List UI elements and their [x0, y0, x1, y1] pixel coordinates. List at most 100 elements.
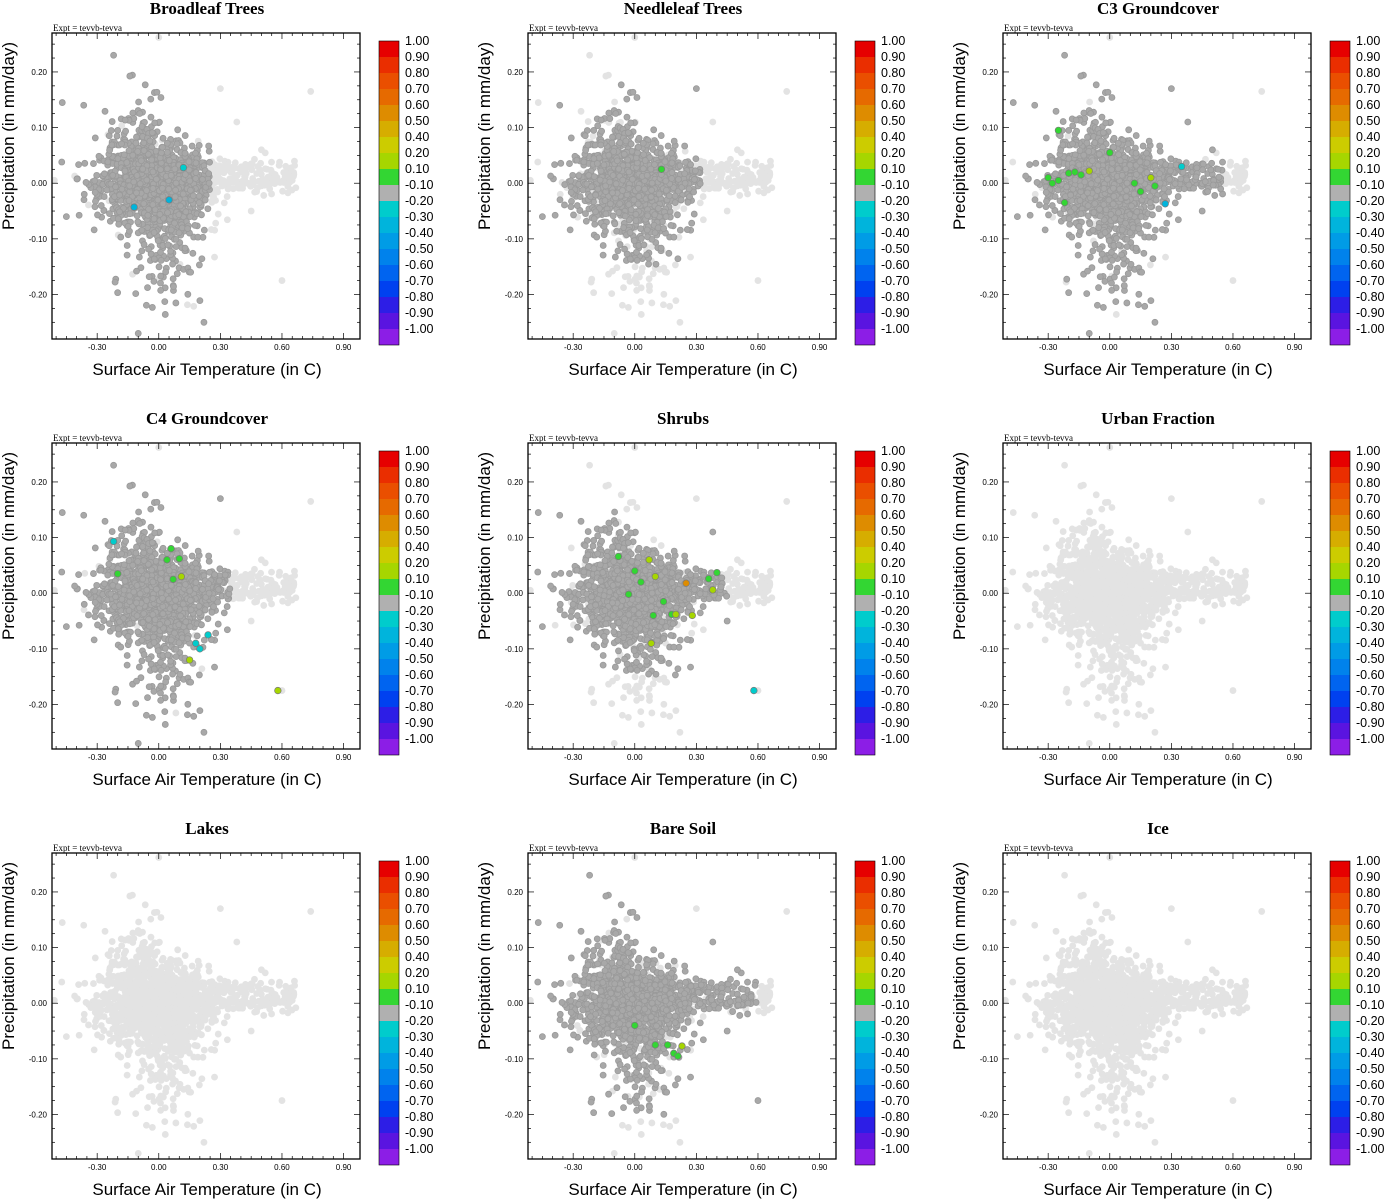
- y-axis-label: Precipitation (in mm/day): [0, 42, 18, 230]
- background-point: [231, 159, 239, 167]
- background-point: [707, 159, 715, 167]
- background-point: [1242, 157, 1249, 165]
- colorbar-swatch: [379, 105, 399, 121]
- background-point: [1241, 172, 1248, 180]
- insignificant-point: [58, 158, 66, 166]
- background-point: [264, 173, 272, 181]
- insignificant-point: [73, 175, 81, 183]
- insignificant-point: [195, 261, 203, 269]
- insignificant-point: [1174, 216, 1182, 224]
- background-point: [220, 180, 228, 188]
- colorbar-frame: [854, 40, 876, 346]
- insignificant-point: [150, 255, 158, 263]
- insignificant-point: [172, 186, 179, 194]
- background-point: [610, 330, 618, 337]
- background-point: [727, 155, 734, 163]
- y-tick-label: -0.10: [505, 235, 524, 244]
- colorbar-swatch: [855, 233, 875, 249]
- insignificant-point: [1143, 149, 1150, 157]
- insignificant-point: [126, 182, 134, 190]
- insignificant-point: [146, 137, 154, 145]
- insignificant-point: [133, 133, 140, 141]
- insignificant-point: [81, 159, 89, 167]
- insignificant-point: [172, 179, 180, 187]
- insignificant-point: [184, 225, 192, 232]
- insignificant-point: [172, 299, 180, 307]
- background-point: [275, 161, 283, 169]
- colorbar-label: -0.50: [881, 242, 910, 256]
- insignificant-point: [167, 247, 174, 255]
- background-point: [723, 207, 731, 215]
- insignificant-point: [1139, 142, 1147, 150]
- insignificant-point: [635, 134, 643, 142]
- insignificant-point: [163, 148, 171, 156]
- background-point: [708, 176, 715, 184]
- insignificant-point: [123, 242, 131, 249]
- insignificant-point: [657, 244, 665, 252]
- insignificant-point: [643, 171, 651, 179]
- background-point: [631, 263, 639, 271]
- plot-frame: [527, 32, 837, 340]
- colorbar-label: 0.10: [881, 162, 905, 176]
- insignificant-point: [632, 210, 640, 218]
- insignificant-point: [140, 200, 148, 208]
- x-axis-label: Surface Air Temperature (in C): [568, 360, 797, 379]
- insignificant-point: [200, 226, 208, 234]
- background-point: [718, 164, 726, 172]
- background-point: [1258, 88, 1266, 95]
- insignificant-point: [605, 151, 613, 159]
- insignificant-point: [1036, 201, 1043, 209]
- insignificant-point: [651, 161, 658, 168]
- background-point: [618, 301, 626, 309]
- y-tick-label: 0.20: [507, 68, 523, 77]
- expt-label: Expt = tevvb-tevva: [1004, 23, 1073, 33]
- insignificant-point: [80, 101, 88, 109]
- background-point: [620, 284, 627, 291]
- background-point: [1086, 98, 1093, 106]
- colorbar-label: -0.30: [881, 210, 910, 224]
- insignificant-point: [593, 233, 601, 241]
- insignificant-point: [667, 221, 675, 229]
- insignificant-point: [1042, 203, 1050, 211]
- background-point: [215, 176, 222, 183]
- insignificant-point: [599, 242, 607, 249]
- insignificant-point: [619, 176, 627, 184]
- insignificant-point: [97, 202, 105, 209]
- insignificant-point: [662, 213, 670, 220]
- colorbar-label: -0.60: [405, 258, 434, 272]
- x-tick-label: -0.30: [88, 343, 107, 352]
- colorbar-label: -0.10: [405, 178, 434, 192]
- insignificant-point: [133, 172, 141, 179]
- insignificant-point: [606, 178, 614, 186]
- background-point: [1064, 132, 1072, 140]
- colorbar-swatch: [379, 217, 399, 233]
- background-point: [672, 297, 680, 304]
- insignificant-point: [91, 203, 99, 211]
- background-point: [637, 298, 645, 306]
- insignificant-point: [566, 160, 573, 167]
- insignificant-point: [634, 149, 641, 157]
- background-point: [742, 185, 750, 193]
- insignificant-point: [585, 171, 593, 179]
- insignificant-point: [675, 175, 682, 183]
- insignificant-point: [619, 187, 626, 194]
- insignificant-point: [614, 247, 622, 255]
- insignificant-point: [668, 169, 676, 176]
- insignificant-point: [134, 330, 142, 337]
- insignificant-point: [592, 208, 599, 216]
- insignificant-point: [110, 51, 117, 59]
- background-point: [637, 311, 645, 318]
- background-point: [783, 88, 791, 95]
- insignificant-point: [175, 229, 183, 237]
- insignificant-point: [194, 233, 202, 241]
- insignificant-point: [135, 98, 142, 106]
- insignificant-point: [691, 167, 699, 175]
- background-point: [590, 289, 598, 297]
- insignificant-point: [105, 132, 113, 140]
- insignificant-point: [671, 199, 679, 207]
- panel-title: Needleleaf Trees: [624, 0, 743, 18]
- insignificant-point: [100, 193, 108, 200]
- insignificant-point: [551, 211, 559, 219]
- insignificant-point: [594, 122, 602, 130]
- insignificant-point: [687, 161, 695, 168]
